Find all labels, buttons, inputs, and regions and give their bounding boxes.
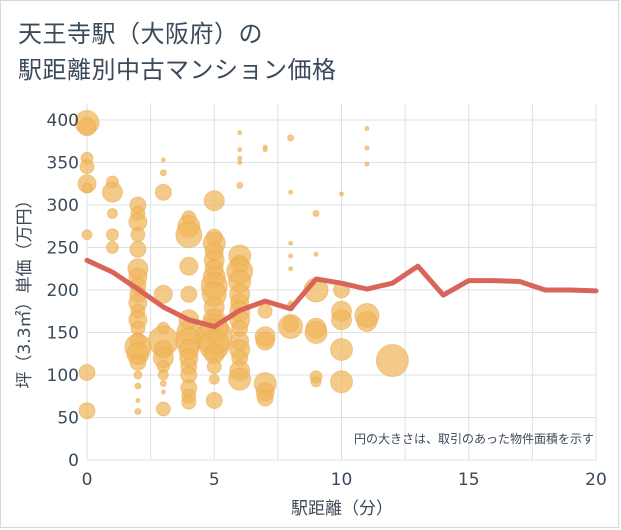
x-axis-title: 駅距離（分） xyxy=(291,499,393,519)
y-tick-label: 400 xyxy=(47,111,79,131)
y-tick-label: 250 xyxy=(47,239,79,259)
data-bubble xyxy=(203,190,225,212)
data-bubble xyxy=(287,134,295,142)
data-bubble xyxy=(257,303,273,319)
data-bubble xyxy=(159,380,167,387)
data-bubble xyxy=(160,157,166,163)
data-bubble xyxy=(237,130,243,136)
data-bubble xyxy=(205,392,223,409)
x-tick-labels: 0 5 10 15 20 xyxy=(82,470,607,490)
x-tick-label: 0 xyxy=(82,470,93,490)
y-axis-title: 坪（3.3㎡）単価（万円） xyxy=(15,191,35,388)
data-bubble xyxy=(133,370,143,380)
chart-title-line2: 駅距離別中古マンション価格 xyxy=(18,56,337,84)
data-bubble xyxy=(130,227,146,243)
y-tick-labels: 0 50 100 150 200 250 300 350 400 xyxy=(47,111,79,471)
data-bubble xyxy=(288,240,294,246)
data-bubble xyxy=(81,182,93,194)
bubble-layer xyxy=(74,110,409,420)
y-tick-label: 100 xyxy=(47,366,79,386)
data-bubble xyxy=(262,147,268,153)
data-bubble xyxy=(180,285,198,303)
data-bubble xyxy=(331,309,352,331)
data-bubble xyxy=(330,338,353,361)
data-bubble xyxy=(181,394,197,410)
data-bubble xyxy=(288,189,294,195)
data-bubble xyxy=(77,117,97,137)
data-bubble xyxy=(160,389,166,395)
data-bubble xyxy=(154,183,172,201)
y-tick-label: 150 xyxy=(47,324,79,344)
data-bubble xyxy=(237,160,243,165)
y-tick-label: 350 xyxy=(47,154,79,174)
y-tick-label: 50 xyxy=(57,409,79,429)
data-bubble xyxy=(175,221,203,249)
data-bubble xyxy=(78,402,96,420)
y-tick-label: 0 xyxy=(68,451,79,471)
bubble-size-note: 円の大きさは、取引のあった物件面積を示す xyxy=(354,431,594,446)
x-tick-label: 20 xyxy=(585,470,607,490)
data-bubble xyxy=(78,363,96,381)
data-bubble xyxy=(159,169,167,177)
chart-title-line1: 天王寺駅（大阪府）の xyxy=(18,20,263,48)
data-bubble xyxy=(153,284,173,304)
data-bubble xyxy=(155,401,171,417)
x-tick-label: 5 xyxy=(209,470,220,490)
data-bubble xyxy=(237,147,243,153)
data-bubble xyxy=(134,382,142,390)
data-bubble xyxy=(179,256,199,276)
data-bubble xyxy=(134,408,142,416)
data-bubble xyxy=(312,210,320,217)
data-bubble xyxy=(135,398,141,403)
data-bubble xyxy=(288,253,294,259)
data-bubble xyxy=(206,359,222,374)
data-bubble xyxy=(278,314,304,340)
data-bubble xyxy=(364,145,370,151)
data-bubble xyxy=(157,369,169,381)
data-bubble xyxy=(101,181,123,203)
data-bubble xyxy=(288,266,294,272)
data-bubble xyxy=(237,155,243,161)
y-tick-label: 200 xyxy=(47,281,79,301)
data-bubble xyxy=(255,331,275,351)
data-bubble xyxy=(364,161,370,167)
y-tick-label: 300 xyxy=(47,196,79,216)
data-bubble xyxy=(375,344,409,378)
data-bubble xyxy=(208,373,220,385)
data-bubble xyxy=(105,228,119,242)
data-bubble xyxy=(129,353,147,371)
data-bubble xyxy=(228,367,252,391)
data-bubble xyxy=(106,208,118,219)
data-bubble xyxy=(129,240,147,258)
data-bubble xyxy=(79,159,95,175)
data-bubble xyxy=(236,181,244,189)
data-bubble xyxy=(330,370,353,394)
x-tick-label: 10 xyxy=(331,470,353,490)
data-bubble xyxy=(105,241,119,254)
data-bubble xyxy=(356,310,378,332)
data-bubble xyxy=(313,251,319,257)
average-price-line xyxy=(84,257,599,330)
data-bubble xyxy=(364,126,370,131)
data-bubble xyxy=(310,376,322,388)
data-bubble xyxy=(339,191,344,197)
data-bubble xyxy=(304,321,328,344)
x-tick-label: 15 xyxy=(458,470,480,490)
data-bubble xyxy=(256,389,274,407)
data-bubble xyxy=(81,229,93,241)
